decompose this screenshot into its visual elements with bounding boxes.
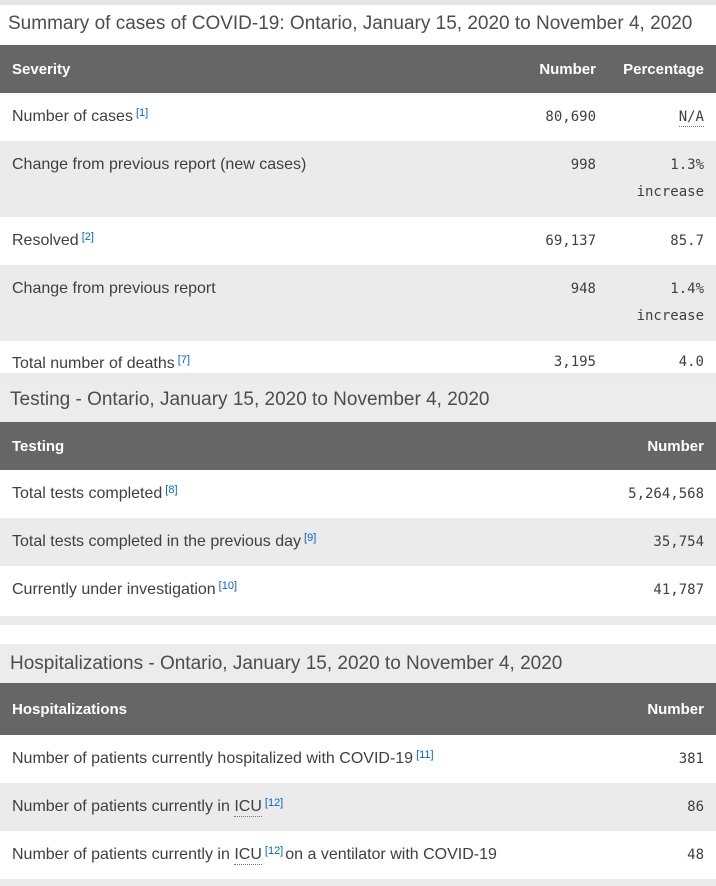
table-row: Number of patients currently hospitalize… — [0, 735, 716, 783]
row-label-cell: Total tests completed in the previous da… — [0, 518, 596, 566]
footnote-link-1[interactable]: [1] — [135, 107, 149, 119]
abbreviation-na[interactable]: N/A — [678, 109, 704, 127]
abbreviation-icu[interactable]: ICU — [234, 798, 262, 817]
summary-table: Severity Number Percentage Number of cas… — [0, 45, 716, 373]
table-row: Total tests completed [8] 5,264,568 — [0, 470, 716, 518]
footnote-link-10[interactable]: [10] — [218, 580, 238, 592]
percentage-cell: 1.4% increase — [596, 265, 716, 341]
number-cell: 948 — [476, 265, 596, 341]
row-label-cell: Number of patients currently hospitalize… — [0, 735, 596, 783]
testing-title: Testing - Ontario, January 15, 2020 to N… — [0, 378, 716, 422]
abbreviation-icu[interactable]: ICU — [234, 846, 262, 865]
percentage-value: 1.4% — [670, 281, 704, 297]
row-label-cell: Currently under investigation [10] — [0, 566, 596, 614]
table-row: Total tests completed in the previous da… — [0, 518, 716, 566]
table-row: Number of cases [1] 80,690 N/A — [0, 93, 716, 141]
row-label: Total tests completed — [12, 485, 163, 502]
column-header-percentage: Percentage — [596, 45, 716, 93]
row-label: Number of patients currently hospitalize… — [12, 750, 414, 767]
column-header-number: Number — [596, 683, 716, 735]
row-label: Total number of deaths — [12, 355, 175, 372]
number-cell: 48 — [596, 831, 716, 879]
row-label: Number of cases — [12, 108, 133, 125]
testing-table: Testing Number Total tests completed [8] … — [0, 422, 716, 614]
hospitalizations-section: Hospitalizations - Ontario, January 15, … — [0, 644, 716, 886]
footnote-link-8[interactable]: [8] — [165, 484, 178, 496]
footnote-link-12[interactable]: [12] — [264, 797, 284, 809]
row-label-cell: Total tests completed [8] — [0, 470, 596, 518]
table-row: Currently under investigation [10] 41,787 — [0, 566, 716, 614]
footnote-link-2[interactable]: [2] — [81, 231, 94, 243]
spacer — [0, 625, 716, 644]
row-label: Total tests completed in the previous da… — [12, 533, 302, 550]
summary-title: Summary of cases of COVID-19: Ontario, J… — [0, 5, 716, 45]
column-header-number: Number — [476, 45, 596, 93]
number-cell: 41,787 — [596, 566, 716, 614]
row-label: on a ventilator with COVID-19 — [285, 846, 497, 863]
table-row: Total number of deaths [7] 3,195 4.0 — [0, 341, 716, 373]
number-cell: 5,264,568 — [596, 470, 716, 518]
percentage-cell: 1.3% increase — [596, 141, 716, 217]
number-cell: 80,690 — [476, 93, 596, 141]
row-label-cell: Number of cases [1] — [0, 93, 476, 141]
percentage-note: increase — [636, 184, 704, 200]
percentage-cell: N/A — [596, 93, 716, 141]
row-label: Resolved — [12, 232, 79, 249]
clipped-row-sliver — [0, 616, 716, 625]
row-label: Currently under investigation — [12, 581, 216, 598]
number-cell: 86 — [596, 783, 716, 831]
column-header-severity: Severity — [0, 45, 476, 93]
row-label-cell: Number of patients currently in ICU [12] — [0, 783, 596, 831]
testing-section: Testing - Ontario, January 15, 2020 to N… — [0, 378, 716, 644]
row-label-cell: Resolved [2] — [0, 217, 476, 265]
number-cell: 35,754 — [596, 518, 716, 566]
spacer — [0, 614, 716, 616]
row-label-cell: Change from previous report — [0, 265, 476, 341]
table-row: Change from previous report 948 1.4% inc… — [0, 265, 716, 341]
table-row: Number of patients currently in ICU [12] o… — [0, 831, 716, 879]
row-label: Number of patients currently in — [12, 798, 230, 815]
hospitalizations-table: Hospitalizations Number Number of patien… — [0, 683, 716, 879]
footnote-link-11[interactable]: [11] — [416, 749, 434, 761]
percentage-note: increase — [636, 308, 704, 324]
clipped-row-sliver — [0, 373, 716, 378]
hospitalizations-header-row: Hospitalizations Number — [0, 683, 716, 735]
table-row: Number of patients currently in ICU [12] … — [0, 783, 716, 831]
summary-section: Summary of cases of COVID-19: Ontario, J… — [0, 5, 716, 378]
footnote-link-7[interactable]: [7] — [177, 354, 190, 366]
summary-header-row: Severity Number Percentage — [0, 45, 716, 93]
percentage-cell: 85.7 — [596, 217, 716, 265]
bottom-divider — [0, 879, 716, 886]
table-row: Resolved [2] 69,137 85.7 — [0, 217, 716, 265]
number-cell: 69,137 — [476, 217, 596, 265]
percentage-value: 1.3% — [670, 157, 704, 173]
column-header-number: Number — [596, 422, 716, 470]
hospitalizations-title: Hospitalizations - Ontario, January 15, … — [0, 644, 716, 683]
row-label: Number of patients currently in — [12, 846, 230, 863]
footnote-link-9[interactable]: [9] — [304, 532, 317, 544]
footnote-link-12[interactable]: [12] — [264, 845, 284, 857]
number-cell: 381 — [596, 735, 716, 783]
row-label-cell: Number of patients currently in ICU [12] o… — [0, 831, 596, 879]
testing-header-row: Testing Number — [0, 422, 716, 470]
percentage-cell: 4.0 — [596, 341, 716, 373]
top-divider — [0, 0, 716, 5]
number-cell: 998 — [476, 141, 596, 217]
table-row: Change from previous report (new cases) … — [0, 141, 716, 217]
row-label-cell: Total number of deaths [7] — [0, 341, 476, 373]
column-header-hospitalizations: Hospitalizations — [0, 683, 596, 735]
number-cell: 3,195 — [476, 341, 596, 373]
column-header-testing: Testing — [0, 422, 596, 470]
row-label-cell: Change from previous report (new cases) — [0, 141, 476, 217]
